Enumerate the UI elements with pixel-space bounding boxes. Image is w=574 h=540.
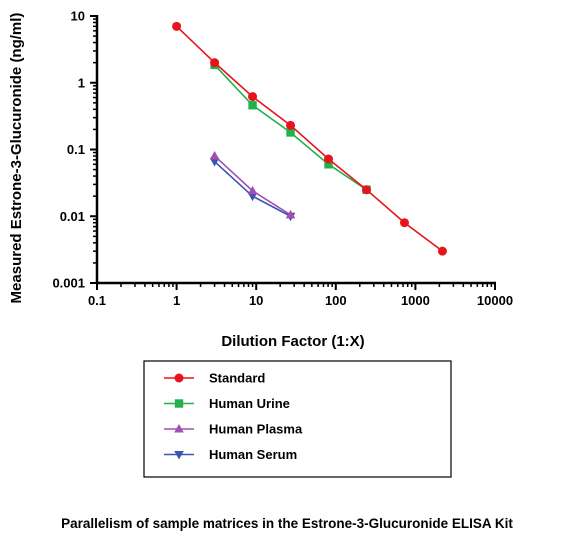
legend-swatch-marker bbox=[174, 373, 184, 383]
human-urine-point bbox=[248, 101, 257, 110]
human-plasma-line bbox=[214, 155, 291, 216]
standard-point bbox=[324, 154, 334, 164]
human-plasma-point bbox=[247, 185, 258, 195]
legend-label: Human Urine bbox=[209, 396, 290, 411]
x-tick-label: 1 bbox=[173, 293, 180, 308]
legend-box bbox=[143, 360, 452, 478]
series-human-plasma bbox=[209, 150, 296, 219]
standard-point bbox=[210, 58, 220, 68]
x-tick-label: 0.1 bbox=[88, 293, 106, 308]
x-tick-label: 100 bbox=[325, 293, 347, 308]
legend-swatch-marker bbox=[174, 399, 184, 408]
legend-label: Standard bbox=[209, 371, 265, 386]
legend-label: Human Plasma bbox=[209, 422, 303, 437]
standard-point bbox=[361, 185, 371, 195]
legend-item-human-plasma: Human Plasma bbox=[164, 422, 303, 437]
standard-point bbox=[399, 218, 409, 228]
series-layer bbox=[172, 21, 447, 256]
legend-item-standard: Standard bbox=[164, 371, 265, 386]
legend-swatch-marker bbox=[174, 451, 184, 460]
standard-point bbox=[437, 246, 447, 256]
plot-frame bbox=[95, 15, 496, 285]
human-plasma-point bbox=[209, 150, 220, 160]
human-urine-point bbox=[286, 128, 295, 137]
x-tick-label: 10000 bbox=[477, 293, 513, 308]
y-tick-label: 0.1 bbox=[67, 142, 85, 157]
standard-point bbox=[172, 21, 182, 31]
legend-item-human-serum: Human Serum bbox=[164, 447, 297, 462]
standard-line bbox=[176, 25, 443, 252]
human-serum-point bbox=[247, 192, 258, 202]
x-tick-label: 1000 bbox=[401, 293, 430, 308]
standard-point bbox=[286, 120, 296, 130]
x-tick-label: 10 bbox=[249, 293, 263, 308]
y-tick-label: 0.001 bbox=[52, 276, 85, 291]
y-tick-label: 0.01 bbox=[60, 209, 85, 224]
legend-swatch-marker bbox=[174, 424, 184, 433]
y-tick-label: 1 bbox=[78, 75, 85, 90]
standard-point bbox=[248, 92, 258, 102]
human-plasma-point bbox=[285, 209, 296, 219]
y-tick-label: 10 bbox=[71, 9, 85, 24]
figure-caption: Parallelism of sample matrices in the Es… bbox=[61, 516, 513, 531]
legend-item-human-urine: Human Urine bbox=[164, 396, 290, 411]
x-axis-label: Dilution Factor (1:X) bbox=[221, 333, 364, 350]
series-standard bbox=[172, 21, 447, 256]
human-urine-point bbox=[324, 160, 333, 169]
x-axis-ticks: 0.1 1 10 100 1000 10000 bbox=[88, 283, 513, 308]
legend-label: Human Serum bbox=[209, 447, 297, 462]
legend: Standard Human Urine Human Plasma Human Ser… bbox=[143, 360, 452, 478]
y-axis-label: Measured Estrone-3-Glucuronide (ng/ml) bbox=[8, 13, 25, 304]
y-axis-ticks: 0.001 0.01 0.1 1 10 bbox=[52, 9, 97, 291]
human-serum-point bbox=[209, 158, 220, 167]
